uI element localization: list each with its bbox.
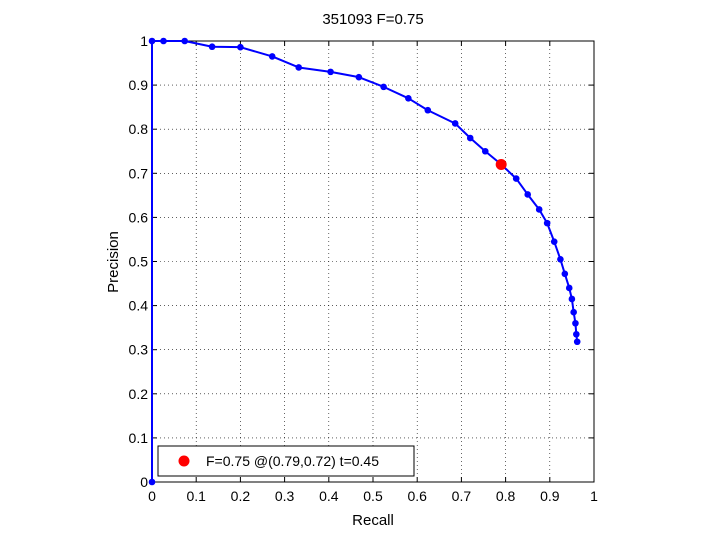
series-0-point-14	[466, 134, 474, 142]
x-tick-label-8: 0.8	[496, 488, 516, 504]
series-0-point-13	[451, 120, 459, 127]
y-tick-label-5: 0.5	[129, 254, 149, 270]
series-0-point-23	[561, 270, 569, 278]
series-0-point-24	[565, 284, 573, 292]
series-0-point-6	[268, 53, 276, 60]
series-0-point-4	[208, 43, 216, 51]
series-0-point-20	[543, 219, 551, 227]
series-0-point-18	[524, 191, 531, 198]
series-0-point-22	[557, 255, 564, 263]
y-tick-label-4: 0.4	[129, 298, 149, 314]
x-tick-label-10: 1	[590, 488, 598, 504]
highlight-layer	[495, 158, 507, 170]
y-tick-label-3: 0.3	[129, 342, 149, 358]
chart-title: 351093 F=0.75	[322, 11, 423, 28]
x-tick-label-7: 0.7	[452, 488, 472, 504]
x-tick-label-5: 0.5	[363, 488, 383, 504]
series-0-point-27	[572, 319, 579, 327]
legend-box	[157, 445, 415, 477]
series-0-point-25	[568, 295, 576, 303]
series-0-point-19	[535, 206, 543, 213]
grid	[152, 41, 594, 482]
y-tick-label-6: 0.6	[129, 209, 149, 225]
series-0-point-12	[424, 106, 432, 114]
series-0-point-17	[512, 175, 520, 182]
series-0-point-1	[148, 37, 156, 45]
best-f-point	[495, 158, 507, 170]
series-0-point-8	[327, 68, 334, 76]
series-0-point-3	[181, 37, 189, 45]
series-0-point-2	[160, 37, 167, 45]
x-tick-label-4: 0.4	[319, 488, 339, 504]
y-tick-label-1: 0.1	[129, 430, 149, 446]
x-tick-label-0: 0	[148, 488, 156, 504]
y-axis-title: Precision	[105, 231, 122, 293]
x-tick-label-3: 0.3	[275, 488, 295, 504]
y-tick-label-9: 0.9	[129, 77, 149, 93]
x-tick-label-2: 0.2	[231, 488, 251, 504]
series-0-point-7	[295, 64, 303, 71]
tick-labels: 0 0.1 0.2 0.3 0.4 0.5 0.6 0.7 0.8 0.9 1 0 0.1 0.2 0.3 0…	[129, 33, 599, 504]
series-0-point-28	[573, 330, 580, 338]
series-0-point-26	[570, 308, 577, 316]
legend-label: F=0.75 @(0.79,0.72) t=0.45	[206, 453, 379, 469]
series-0-point-15	[481, 147, 489, 155]
legend: F=0.75 @(0.79,0.72) t=0.45	[157, 445, 415, 477]
y-tick-label-2: 0.2	[129, 386, 149, 402]
series-0-point-5	[237, 43, 244, 51]
series-0-point-10	[380, 83, 387, 91]
series-0-point-21	[550, 238, 558, 245]
x-tick-label-9: 0.9	[540, 488, 560, 504]
x-tick-label-1: 0.1	[186, 488, 206, 504]
y-tick-label-7: 0.7	[129, 165, 149, 181]
series-0-point-11	[405, 95, 412, 102]
y-tick-label-10: 1	[140, 33, 148, 49]
series-0-point-0	[148, 478, 156, 486]
x-axis-title: Recall	[352, 512, 394, 529]
y-tick-label-8: 0.8	[129, 121, 149, 137]
x-tick-label-6: 0.6	[407, 488, 427, 504]
legend-marker	[178, 455, 190, 467]
series-0-point-9	[355, 73, 363, 81]
y-tick-label-0: 0	[140, 474, 148, 490]
series-0-point-29	[573, 338, 581, 346]
